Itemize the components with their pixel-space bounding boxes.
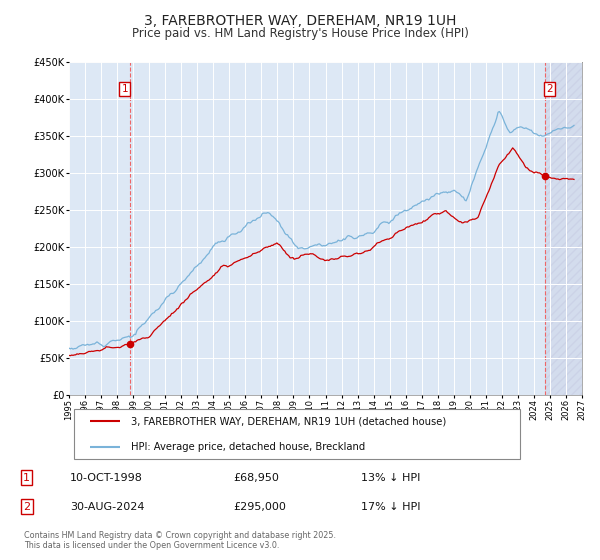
Text: Price paid vs. HM Land Registry's House Price Index (HPI): Price paid vs. HM Land Registry's House … xyxy=(131,27,469,40)
Text: 2: 2 xyxy=(546,84,553,94)
Text: Contains HM Land Registry data © Crown copyright and database right 2025.
This d: Contains HM Land Registry data © Crown c… xyxy=(23,531,335,550)
Text: 2: 2 xyxy=(23,502,30,512)
Text: 1: 1 xyxy=(121,84,128,94)
Bar xyxy=(74,409,520,459)
Text: 3, FAREBROTHER WAY, DEREHAM, NR19 1UH (detached house): 3, FAREBROTHER WAY, DEREHAM, NR19 1UH (d… xyxy=(131,416,446,426)
Text: £68,950: £68,950 xyxy=(233,473,279,483)
Text: 30-AUG-2024: 30-AUG-2024 xyxy=(70,502,145,512)
Text: 3, FAREBROTHER WAY, DEREHAM, NR19 1UH: 3, FAREBROTHER WAY, DEREHAM, NR19 1UH xyxy=(144,14,456,28)
Text: HPI: Average price, detached house, Breckland: HPI: Average price, detached house, Brec… xyxy=(131,442,365,452)
Text: 10-OCT-1998: 10-OCT-1998 xyxy=(70,473,143,483)
Text: 1: 1 xyxy=(23,473,30,483)
Text: 13% ↓ HPI: 13% ↓ HPI xyxy=(361,473,421,483)
Bar xyxy=(545,62,582,395)
Text: 17% ↓ HPI: 17% ↓ HPI xyxy=(361,502,421,512)
Text: £295,000: £295,000 xyxy=(233,502,286,512)
